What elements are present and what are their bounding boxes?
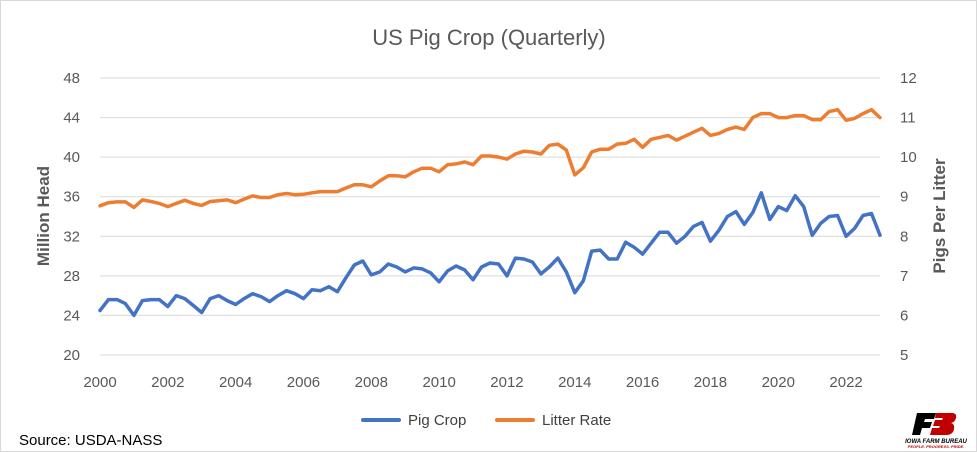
chart-title: US Pig Crop (Quarterly) <box>372 25 606 50</box>
gridlines <box>100 77 880 356</box>
x-tick-2014: 2014 <box>558 374 591 391</box>
source-note: Source: USDA-NASS <box>19 432 162 449</box>
legend-item-pig-crop: Pig Crop <box>361 412 466 429</box>
y-tick-left-40: 40 <box>63 149 80 166</box>
y-tick-right-10: 10 <box>900 149 917 166</box>
legend-item-litter-rate: Litter Rate <box>495 412 611 429</box>
series-line-pig-crop <box>98 191 882 318</box>
legend-label-pig-crop: Pig Crop <box>408 412 466 429</box>
x-tick-2000: 2000 <box>83 374 116 391</box>
x-axis-ticks: 2000 2002 2004 2006 2008 2010 2012 2014 2016 2018… <box>83 374 862 391</box>
x-tick-2008: 2008 <box>355 374 388 391</box>
y-tick-left-28: 28 <box>63 268 80 285</box>
left-axis-ticks: 20 24 28 32 36 40 44 48 <box>63 70 80 364</box>
y-tick-left-20: 20 <box>63 347 80 364</box>
x-tick-2022: 2022 <box>829 374 862 391</box>
right-axis-ticks: 5 6 7 8 9 10 11 12 <box>900 70 917 364</box>
series-lines <box>98 107 882 318</box>
x-tick-2018: 2018 <box>694 374 727 391</box>
series-line-litter-rate <box>98 107 882 210</box>
y-tick-right-6: 6 <box>900 307 908 324</box>
logo-name: IOWA FARM BUREAU <box>905 439 967 445</box>
legend-label-litter-rate: Litter Rate <box>542 412 611 429</box>
y-tick-right-11: 11 <box>900 110 916 127</box>
y-tick-left-36: 36 <box>63 189 80 206</box>
x-tick-2010: 2010 <box>422 374 455 391</box>
x-tick-2012: 2012 <box>490 374 523 391</box>
y-tick-left-24: 24 <box>63 307 80 324</box>
legend: Pig Crop Litter Rate <box>361 412 611 429</box>
y-tick-right-12: 12 <box>900 70 917 87</box>
farm-bureau-logo: IOWA FARM BUREAU PEOPLE. PROGRESS. PRIDE… <box>905 413 968 449</box>
y-tick-right-8: 8 <box>900 228 908 245</box>
fb-logo-mark-icon <box>912 413 957 435</box>
y-axis-title-left: Million Head <box>34 166 53 266</box>
x-tick-2006: 2006 <box>287 374 320 391</box>
y-tick-left-48: 48 <box>63 70 80 87</box>
logo-tagline: PEOPLE. PROGRESS. PRIDE. <box>908 444 965 449</box>
y-tick-right-7: 7 <box>900 268 908 285</box>
x-tick-2004: 2004 <box>219 374 252 391</box>
x-tick-2002: 2002 <box>151 374 184 391</box>
y-tick-right-5: 5 <box>900 347 908 364</box>
y-tick-right-9: 9 <box>900 189 908 206</box>
y-tick-left-44: 44 <box>63 110 80 127</box>
y-tick-left-32: 32 <box>63 228 80 245</box>
x-tick-2016: 2016 <box>626 374 659 391</box>
x-tick-2020: 2020 <box>762 374 795 391</box>
y-axis-title-right: Pigs Per Litter <box>930 158 949 274</box>
